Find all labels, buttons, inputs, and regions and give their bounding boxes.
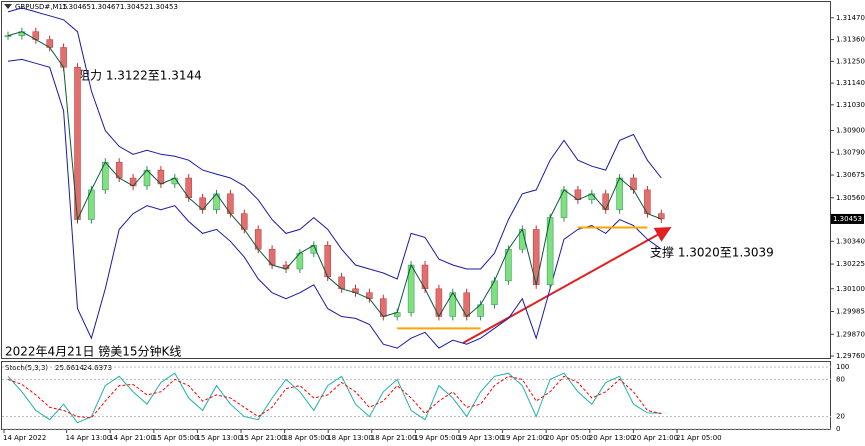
- y-tick-label: 1.30225: [836, 260, 865, 268]
- stoch-main-value: 25.6614: [55, 364, 84, 372]
- y-tick-label: 1.30900: [836, 127, 865, 135]
- band-line: [7, 7, 662, 280]
- x-tick-label: 19 Apr 13:00: [458, 434, 504, 442]
- stoch-line: [7, 372, 662, 424]
- menu-arrow: [4, 4, 12, 9]
- y-tick-label: 1.31470: [836, 14, 865, 22]
- stoch-tick-label: 100: [836, 363, 849, 371]
- y-tick-label: 1.31250: [836, 57, 865, 65]
- x-tick-label: 15 Apr 13:00: [196, 434, 242, 442]
- x-tick-label: 19 Apr 05:00: [414, 434, 460, 442]
- x-tick-label: 20 Apr 13:00: [589, 434, 635, 442]
- y-tick-label: 1.31360: [836, 36, 865, 44]
- x-tick-label: 14 Apr 2022: [3, 434, 46, 442]
- header-close: 1.30453: [149, 3, 178, 11]
- x-tick-label: 19 Apr 21:00: [502, 434, 548, 442]
- y-tick-label: 1.29760: [836, 352, 865, 360]
- x-tick-label: 20 Apr 05:00: [545, 434, 591, 442]
- y-tick-label: 1.30790: [836, 148, 865, 156]
- y-tick-label: 1.30100: [836, 285, 865, 293]
- stoch-tick-label: 80: [836, 375, 845, 383]
- y-tick-label: 1.31030: [836, 101, 865, 109]
- x-tick-label: 20 Apr 21:00: [632, 434, 678, 442]
- x-tick-label: 14 Apr 13:00: [66, 434, 112, 442]
- x-tick-label: 15 Apr 21:00: [240, 434, 286, 442]
- x-tick-label: 18 Apr 05:00: [284, 434, 330, 442]
- stoch-tick-label: 20: [836, 413, 845, 421]
- y-tick-label: 1.30340: [836, 237, 865, 245]
- header-low: 1.30452: [120, 3, 149, 11]
- price-box-label: 1.30453: [833, 215, 862, 223]
- price-box: [831, 213, 864, 224]
- y-tick-label: 1.30675: [836, 171, 865, 179]
- main-frame: [1, 1, 831, 359]
- support-note: 支撑 1.3020至1.3039: [650, 245, 774, 260]
- y-tick-label: 1.31140: [836, 79, 865, 87]
- stoch-line: [7, 375, 662, 419]
- symbol: GBPUSD#,M15: [15, 3, 67, 11]
- y-tick-label: 1.29985: [836, 308, 865, 316]
- candle: [4, 35, 12, 37]
- stoch-tick-label: 0: [836, 425, 840, 433]
- y-tick-label: 1.30560: [836, 194, 865, 202]
- x-tick-label: 15 Apr 05:00: [153, 434, 199, 442]
- close-line: [7, 31, 662, 318]
- caption: 2022年4月21日 镑美15分钟K线: [5, 344, 181, 359]
- x-tick-label: 14 Apr 21:00: [109, 434, 155, 442]
- stoch-signal-value: 24.6373: [83, 364, 112, 372]
- trend-arrow: [462, 227, 672, 344]
- x-tick-label: 18 Apr 13:00: [327, 434, 373, 442]
- y-tick-label: 1.29870: [836, 330, 865, 338]
- header-open: 1.30465: [62, 3, 91, 11]
- x-tick-label: 18 Apr 21:00: [371, 434, 417, 442]
- stoch-label: Stoch(5,3,3): [5, 364, 48, 372]
- resistance-note: 阻力 1.3122至1.3144: [78, 69, 202, 83]
- x-tick-label: 21 Apr 05:00: [676, 434, 722, 442]
- header-high: 1.30467: [91, 3, 120, 11]
